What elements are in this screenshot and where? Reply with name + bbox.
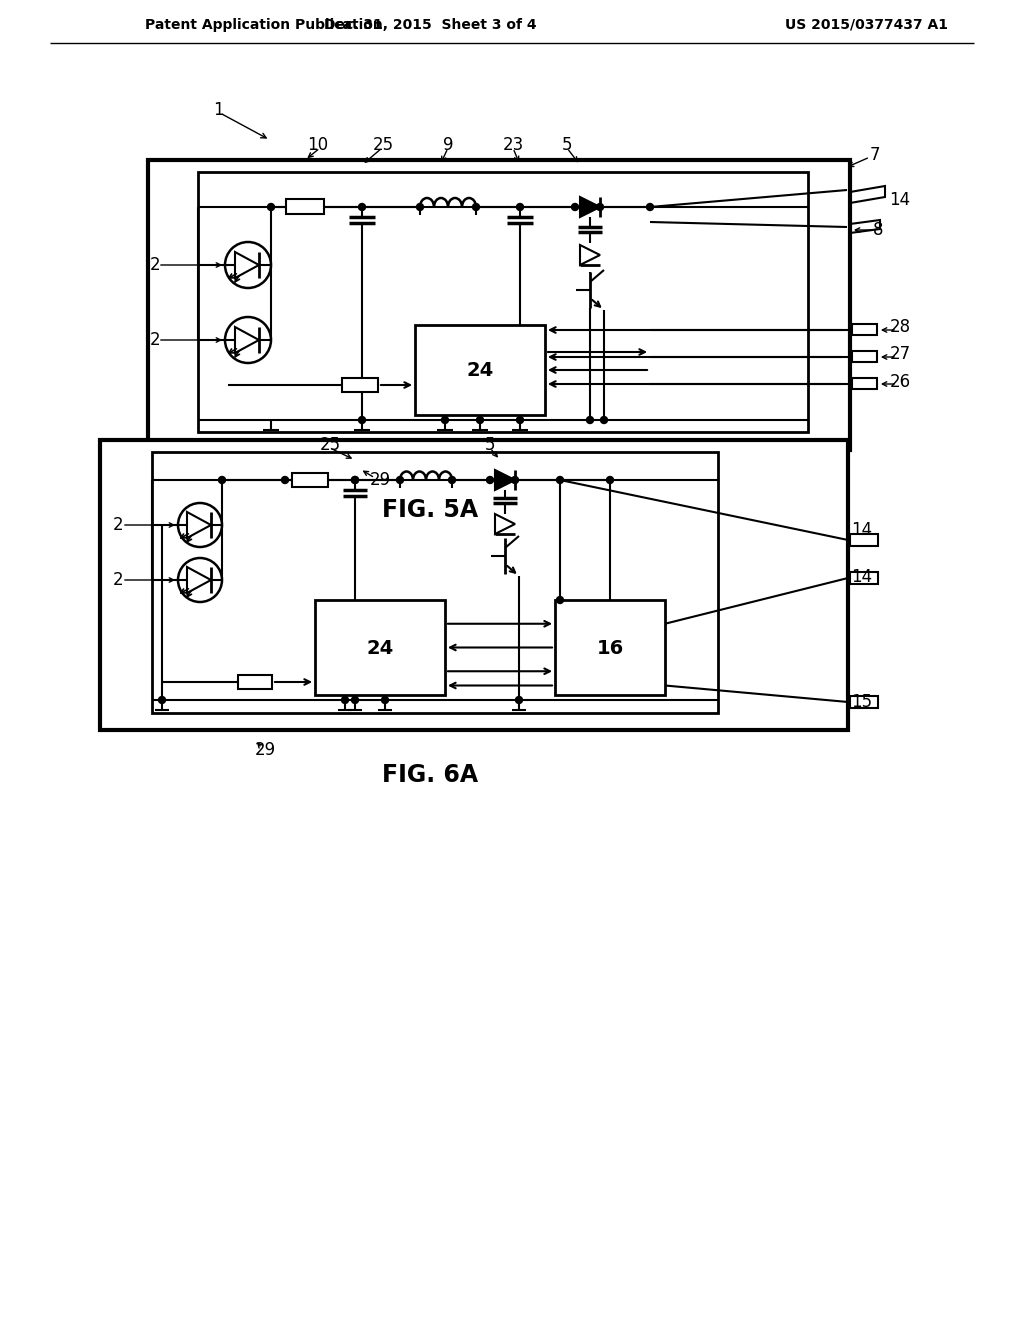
Text: 2: 2 bbox=[113, 516, 123, 535]
Text: Dec. 31, 2015  Sheet 3 of 4: Dec. 31, 2015 Sheet 3 of 4 bbox=[324, 18, 537, 32]
Bar bbox=[850, 572, 878, 583]
Circle shape bbox=[358, 203, 366, 210]
Text: 14: 14 bbox=[851, 568, 872, 586]
Circle shape bbox=[556, 597, 563, 603]
Polygon shape bbox=[495, 470, 515, 490]
Circle shape bbox=[358, 417, 366, 424]
Text: 5: 5 bbox=[484, 436, 496, 454]
Circle shape bbox=[571, 203, 579, 210]
Text: 1: 1 bbox=[213, 102, 223, 119]
Circle shape bbox=[396, 477, 403, 483]
Bar bbox=[852, 378, 877, 389]
Circle shape bbox=[441, 417, 449, 424]
Circle shape bbox=[646, 203, 653, 210]
Circle shape bbox=[218, 477, 225, 483]
Circle shape bbox=[449, 477, 456, 483]
Text: 2: 2 bbox=[150, 256, 161, 275]
Text: FIG. 5A: FIG. 5A bbox=[382, 498, 478, 521]
Circle shape bbox=[382, 697, 388, 704]
Text: 27: 27 bbox=[890, 345, 910, 363]
Text: 29: 29 bbox=[254, 741, 275, 759]
Text: 7: 7 bbox=[869, 147, 881, 164]
Text: 25: 25 bbox=[319, 436, 341, 454]
Circle shape bbox=[351, 697, 358, 704]
Text: 16: 16 bbox=[596, 639, 624, 657]
Text: 8: 8 bbox=[872, 220, 884, 239]
Circle shape bbox=[472, 203, 479, 210]
Bar bbox=[238, 675, 272, 689]
Text: 23: 23 bbox=[503, 136, 523, 154]
Bar bbox=[315, 601, 445, 696]
Circle shape bbox=[417, 203, 424, 210]
Text: 10: 10 bbox=[307, 136, 329, 154]
Circle shape bbox=[351, 477, 358, 483]
Text: 24: 24 bbox=[466, 360, 494, 380]
Circle shape bbox=[512, 477, 518, 483]
Polygon shape bbox=[580, 197, 600, 216]
Text: 2: 2 bbox=[150, 331, 161, 348]
Text: US 2015/0377437 A1: US 2015/0377437 A1 bbox=[785, 18, 948, 32]
Bar bbox=[415, 325, 545, 414]
Circle shape bbox=[351, 477, 358, 483]
Bar bbox=[342, 378, 378, 392]
Circle shape bbox=[486, 477, 494, 483]
Text: 24: 24 bbox=[367, 639, 393, 657]
Text: 9: 9 bbox=[442, 136, 454, 154]
Circle shape bbox=[267, 203, 274, 210]
Text: 14: 14 bbox=[890, 191, 910, 209]
Circle shape bbox=[606, 477, 613, 483]
Bar bbox=[852, 351, 877, 362]
Bar bbox=[850, 535, 878, 546]
Bar bbox=[852, 323, 877, 335]
Circle shape bbox=[282, 477, 289, 483]
Text: 15: 15 bbox=[851, 693, 872, 711]
Text: FIG. 6A: FIG. 6A bbox=[382, 763, 478, 787]
Circle shape bbox=[341, 697, 348, 704]
Text: 25: 25 bbox=[373, 136, 393, 154]
Bar bbox=[148, 160, 850, 450]
Circle shape bbox=[516, 203, 523, 210]
Text: 14: 14 bbox=[851, 521, 872, 539]
Bar bbox=[198, 172, 808, 432]
Text: 2: 2 bbox=[113, 572, 123, 589]
Circle shape bbox=[600, 417, 607, 424]
Text: 5: 5 bbox=[562, 136, 572, 154]
Circle shape bbox=[476, 417, 483, 424]
Bar bbox=[555, 601, 665, 696]
Circle shape bbox=[597, 203, 603, 210]
Bar bbox=[292, 473, 328, 487]
Text: 26: 26 bbox=[890, 374, 910, 391]
Text: Patent Application Publication: Patent Application Publication bbox=[145, 18, 383, 32]
Bar bbox=[100, 440, 848, 730]
Circle shape bbox=[159, 697, 166, 704]
Circle shape bbox=[587, 417, 594, 424]
Bar bbox=[850, 696, 878, 708]
Bar bbox=[152, 451, 718, 713]
Circle shape bbox=[556, 477, 563, 483]
Circle shape bbox=[515, 697, 522, 704]
Bar bbox=[286, 199, 324, 214]
Circle shape bbox=[516, 417, 523, 424]
Text: 28: 28 bbox=[890, 318, 910, 337]
Text: 29: 29 bbox=[370, 471, 390, 488]
